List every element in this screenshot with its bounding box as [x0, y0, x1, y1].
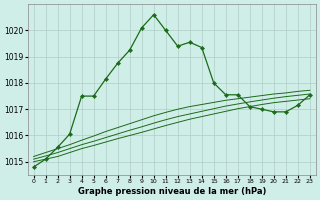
X-axis label: Graphe pression niveau de la mer (hPa): Graphe pression niveau de la mer (hPa): [77, 187, 266, 196]
